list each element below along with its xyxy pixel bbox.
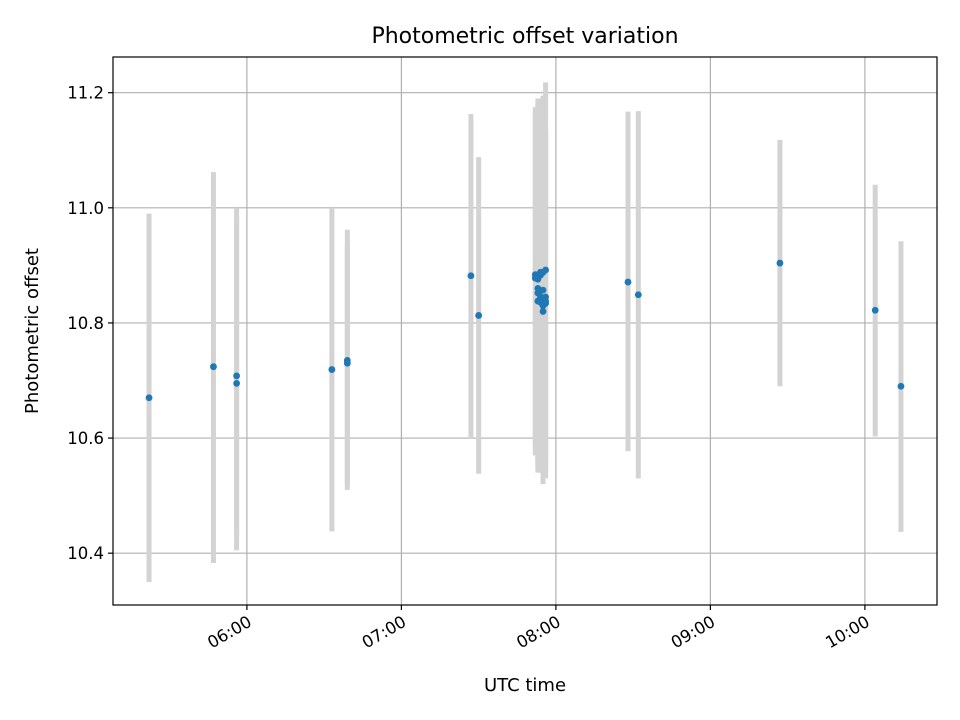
data-point bbox=[776, 259, 784, 267]
y-tick-label: 10.4 bbox=[67, 544, 104, 563]
data-point bbox=[145, 394, 153, 402]
y-axis-label: Photometric offset bbox=[22, 248, 43, 414]
data-point bbox=[343, 356, 351, 364]
y-tick-label: 11.2 bbox=[67, 84, 104, 103]
point-layer bbox=[145, 259, 905, 402]
data-point bbox=[539, 308, 547, 315]
data-point bbox=[210, 363, 217, 371]
y-tick-label: 11.0 bbox=[67, 199, 104, 218]
data-point bbox=[871, 306, 879, 314]
data-point bbox=[475, 312, 483, 319]
y-tick-label: 10.8 bbox=[67, 314, 104, 333]
y-axis-ticks: 10.4 10.6 10.8 11.0 11.2 bbox=[67, 84, 113, 563]
data-point bbox=[233, 379, 241, 387]
data-point bbox=[542, 297, 549, 305]
grid-layer bbox=[113, 57, 937, 605]
data-point bbox=[539, 286, 547, 294]
data-point bbox=[634, 291, 642, 299]
y-tick-label: 10.6 bbox=[67, 429, 104, 448]
data-point bbox=[897, 382, 905, 390]
x-axis-label: UTC time bbox=[484, 675, 566, 696]
data-point bbox=[328, 366, 336, 373]
data-point bbox=[542, 266, 549, 274]
data-point bbox=[624, 278, 632, 286]
chart-title: Photometric offset variation bbox=[371, 24, 678, 49]
plot-frame bbox=[112, 56, 938, 606]
data-point bbox=[233, 372, 241, 380]
data-point bbox=[467, 272, 475, 280]
